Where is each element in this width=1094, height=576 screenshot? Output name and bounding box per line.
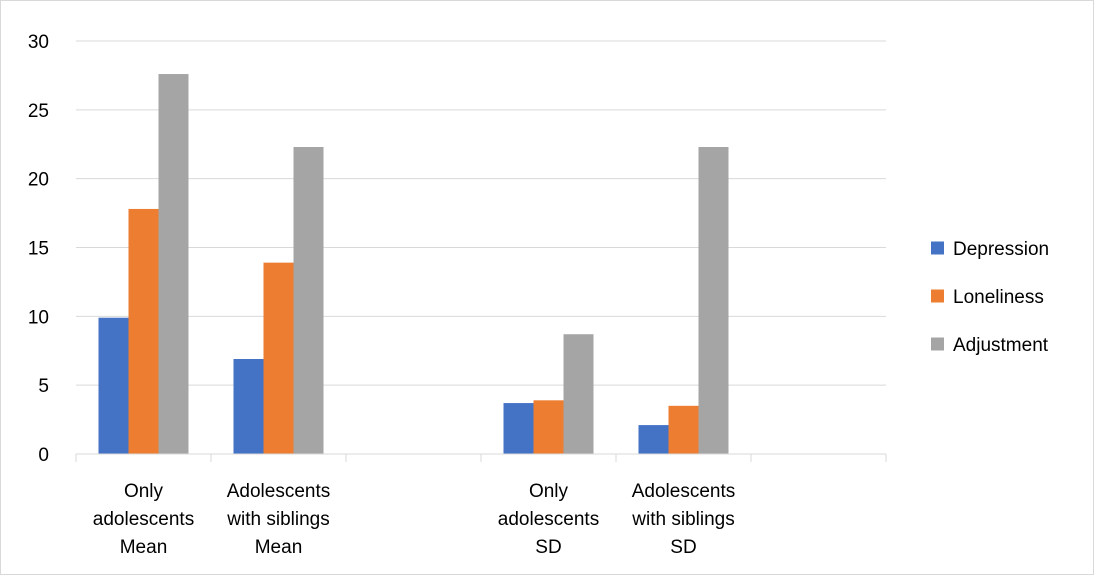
y-axis-tick-labels: 0 5 10 15 20 25 30 [28,32,49,466]
legend-swatch-adjustment [931,337,944,351]
y-tick-label: 0 [38,445,49,466]
bar-adjustment [698,147,729,454]
legend-swatch-loneliness [931,289,944,303]
bar-depression [638,425,669,454]
legend-label-adjustment: Adjustment [953,335,1049,356]
legend-label-depression: Depression [953,239,1049,260]
gridlines [76,40,886,386]
x-category-label: Only adolescents SD [498,481,599,558]
y-tick-label: 30 [28,32,49,53]
bar-loneliness [263,262,294,454]
bar-loneliness [668,405,699,454]
x-category-label: Adolescents with siblings Mean [226,481,330,558]
legend: Depression Loneliness Adjustment [931,239,1049,356]
bar-loneliness [128,208,159,454]
y-tick-label: 5 [38,376,49,397]
bar-adjustment [293,147,324,454]
bars [98,74,729,454]
bar-depression [233,359,264,454]
bar-adjustment [158,74,189,454]
legend-swatch-depression [931,241,944,255]
y-tick-label: 25 [28,101,49,122]
legend-label-loneliness: Loneliness [953,287,1044,308]
bar-depression [98,317,129,454]
x-axis-category-labels: Only adolescents Mean Adolescents with sibli… [93,481,735,558]
y-tick-label: 15 [28,239,49,260]
y-tick-label: 10 [28,307,49,328]
y-tick-label: 20 [28,170,49,191]
x-category-label: Adolescents with siblings SD [631,481,735,558]
x-axis [75,453,887,462]
bar-depression [503,403,534,454]
bar-adjustment [563,334,594,454]
x-category-label: Only adolescents Mean [93,481,194,558]
bar-loneliness [533,400,564,454]
